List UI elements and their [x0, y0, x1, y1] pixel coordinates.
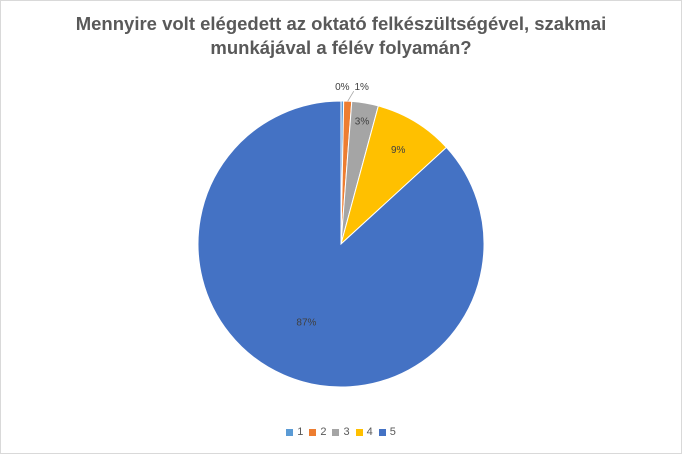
data-label-2: 1%	[355, 82, 370, 93]
legend-item-5: 5	[378, 426, 396, 438]
data-label-5: 87%	[296, 318, 316, 329]
legend: 1 2 3 4 5	[0, 426, 682, 439]
legend-label-2: 2	[320, 426, 327, 438]
legend-swatch-3	[332, 428, 340, 436]
legend-item-1: 1	[286, 426, 303, 438]
legend-swatch-4	[355, 428, 363, 436]
data-label-3: 3%	[355, 116, 370, 127]
legend-label-3: 3	[343, 426, 350, 438]
chart-title-line-1: Mennyire volt elégedett az oktató felkés…	[75, 13, 607, 34]
legend-item-4: 4	[355, 426, 373, 438]
legend-swatch-1	[286, 428, 294, 436]
pie-slice-5	[197, 100, 485, 388]
legend-item-2: 2	[309, 426, 326, 438]
legend-label-1: 1	[297, 426, 304, 438]
legend-swatch-5	[378, 428, 386, 436]
legend-swatch-2	[309, 428, 317, 436]
leader-line-2	[347, 90, 355, 102]
data-label-1: 0%	[335, 82, 350, 93]
chart-title: Mennyire volt elégedett az oktató felkés…	[0, 12, 682, 60]
chart-title-line-2: munkájával a félév folyamán?	[210, 37, 472, 58]
legend-label-4: 4	[366, 426, 373, 438]
data-label-4: 9%	[391, 145, 406, 156]
legend-label-5: 5	[389, 426, 396, 438]
legend-item-3: 3	[332, 426, 350, 438]
pie-slice-4	[340, 105, 448, 246]
